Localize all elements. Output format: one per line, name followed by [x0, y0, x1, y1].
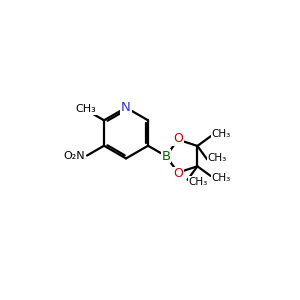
Text: O₂N: O₂N: [63, 151, 85, 160]
Text: N: N: [121, 101, 131, 114]
Text: CH₃: CH₃: [211, 129, 230, 139]
Text: CH₃: CH₃: [208, 152, 227, 163]
Text: CH₃: CH₃: [76, 104, 96, 114]
Text: O: O: [173, 167, 183, 180]
Text: O: O: [173, 132, 183, 145]
Text: CH₃: CH₃: [211, 173, 230, 183]
Text: B: B: [161, 150, 171, 163]
Text: CH₃: CH₃: [188, 177, 207, 187]
